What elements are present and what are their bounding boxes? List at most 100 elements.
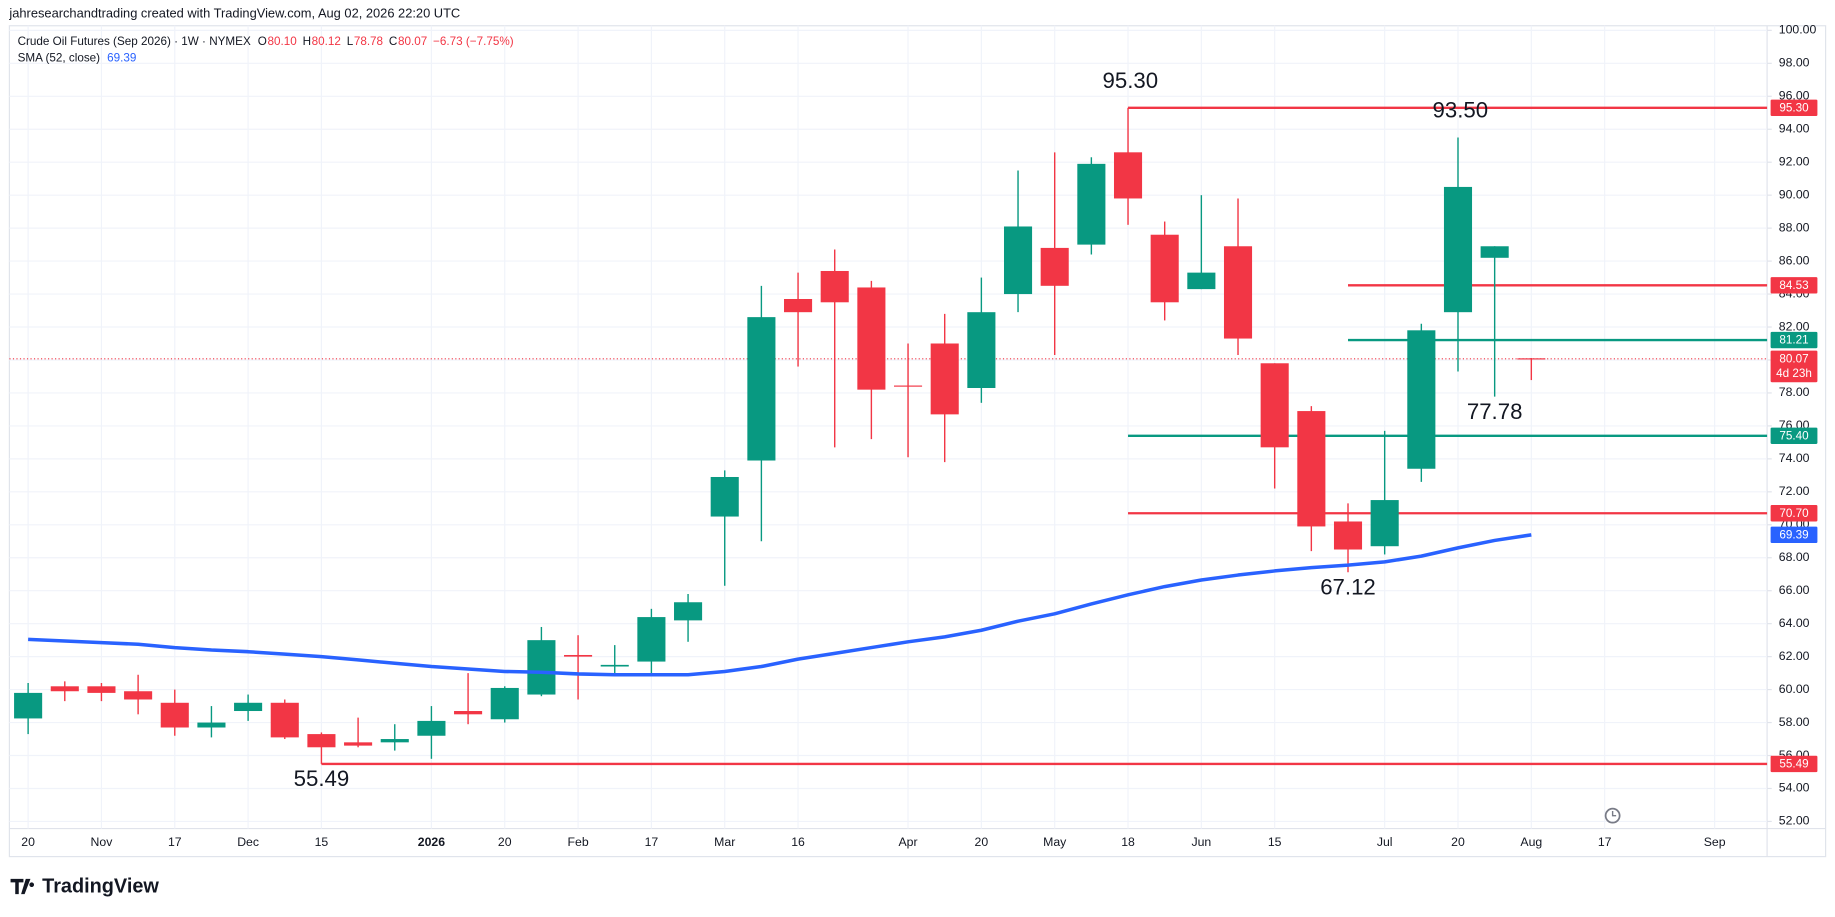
logo-icon — [10, 878, 35, 895]
sma-label: 69.39 — [1779, 529, 1808, 542]
y-tick-label: 64.00 — [1779, 616, 1810, 630]
candle-body — [1517, 358, 1546, 360]
legend-key: O — [258, 35, 267, 48]
candle-body — [674, 602, 703, 621]
logo: TradingView — [42, 875, 159, 897]
last-price-label: 80.07 — [1779, 353, 1808, 366]
level-label: 84.53 — [1779, 279, 1808, 292]
legend-key: C — [389, 35, 397, 48]
candle-body — [1113, 152, 1143, 199]
annotation: 77.78 — [1467, 399, 1523, 424]
candle-body — [454, 711, 483, 715]
x-tick-label: 2026 — [418, 835, 445, 849]
candle-body — [1223, 246, 1253, 339]
x-tick-label: Sep — [1704, 835, 1726, 849]
clock-icon[interactable] — [1604, 807, 1621, 824]
legend-value: 80.10 — [267, 35, 297, 48]
candle-body — [14, 692, 43, 719]
candle-body — [87, 686, 116, 693]
grid — [9, 25, 1768, 829]
sma-legend-value: 69.39 — [107, 52, 136, 65]
candle-body — [1443, 186, 1473, 313]
candle-body — [967, 312, 996, 388]
level-label: 95.30 — [1779, 101, 1809, 114]
sma-line — [28, 533, 1532, 677]
y-tick-label: 96.00 — [1779, 89, 1810, 103]
level-label-bg — [1770, 427, 1818, 444]
candle-body — [1407, 330, 1436, 469]
legend-value: 80.07 — [398, 35, 427, 48]
candle-body — [930, 343, 959, 415]
x-tick-label: Apr — [898, 835, 917, 849]
candle-body — [490, 687, 519, 720]
y-tick-label: 92.00 — [1779, 154, 1810, 168]
x-tick-label: 20 — [21, 835, 35, 849]
annotation: 95.30 — [1103, 68, 1159, 93]
candle-body — [197, 722, 226, 728]
countdown: 4d 23h — [1776, 367, 1812, 380]
level-label: 55.49 — [1779, 758, 1808, 771]
y-tick-label: 90.00 — [1779, 187, 1810, 201]
y-tick-label: 66.00 — [1779, 583, 1810, 597]
x-tick-label: Jul — [1377, 835, 1393, 849]
x-tick-label: 18 — [1121, 835, 1135, 849]
y-tick-label: 82.00 — [1779, 319, 1810, 333]
y-tick-label: 62.00 — [1779, 649, 1810, 663]
candle-body — [784, 298, 813, 313]
x-tick-label: 16 — [791, 835, 805, 849]
y-tick-label: 52.00 — [1779, 814, 1810, 828]
x-tick-label: Dec — [237, 835, 259, 849]
candle-body — [1187, 272, 1216, 290]
x-tick-label: Mar — [714, 835, 735, 849]
header: jahresearchandtrading created with Tradi… — [8, 5, 460, 20]
candle-body — [417, 720, 446, 736]
x-tick-label: 17 — [645, 835, 659, 849]
x-tick-label: 15 — [315, 835, 329, 849]
annotation: 93.50 — [1433, 98, 1489, 123]
y-tick-label: 72.00 — [1779, 484, 1810, 498]
y-tick-label: 86.00 — [1779, 253, 1810, 267]
candle-body — [820, 270, 849, 303]
x-tick-label: Jun — [1191, 835, 1211, 849]
candle-body — [637, 617, 666, 662]
candle-body — [1297, 411, 1326, 527]
candle-body — [270, 702, 299, 738]
candle-body — [124, 691, 153, 700]
x-tick-label: 20 — [498, 835, 512, 849]
candle-body — [564, 654, 593, 657]
y-tick-label: 88.00 — [1779, 220, 1810, 234]
candle-body — [1150, 234, 1179, 303]
legend-key: L — [347, 35, 354, 48]
x-tick-label: Aug — [1520, 835, 1542, 849]
level-label-bg — [1770, 755, 1818, 773]
candle-body — [344, 742, 373, 746]
candle-body — [1480, 246, 1509, 258]
level-label-bg — [1770, 505, 1818, 522]
candle-body — [747, 317, 776, 461]
clock-hand — [1611, 810, 1617, 817]
candle-body — [1003, 226, 1033, 295]
level-label: 70.70 — [1779, 507, 1809, 520]
x-tick-label: 20 — [975, 835, 989, 849]
candle-body — [894, 385, 923, 387]
x-tick-label: 17 — [168, 835, 182, 849]
level-label: 75.40 — [1779, 429, 1809, 442]
annotation: 55.49 — [294, 766, 350, 791]
candle-body — [1077, 163, 1106, 245]
plot — [9, 106, 1768, 766]
y-tick-label: 58.00 — [1779, 715, 1810, 729]
candle-body — [1370, 500, 1399, 547]
x-tick-label: Feb — [568, 835, 589, 849]
candle-body — [527, 640, 556, 695]
candle-body — [160, 702, 189, 728]
x-tick-label: May — [1043, 835, 1067, 849]
candle-body — [857, 287, 886, 390]
x-tick-label: 17 — [1598, 835, 1612, 849]
y-tick-label: 54.00 — [1779, 781, 1810, 795]
y-tick-label: 74.00 — [1779, 451, 1810, 465]
y-tick-label: 68.00 — [1779, 550, 1810, 564]
candle-body — [1333, 521, 1363, 550]
candle-body — [1260, 363, 1289, 448]
x-tick-label: 20 — [1451, 835, 1465, 849]
